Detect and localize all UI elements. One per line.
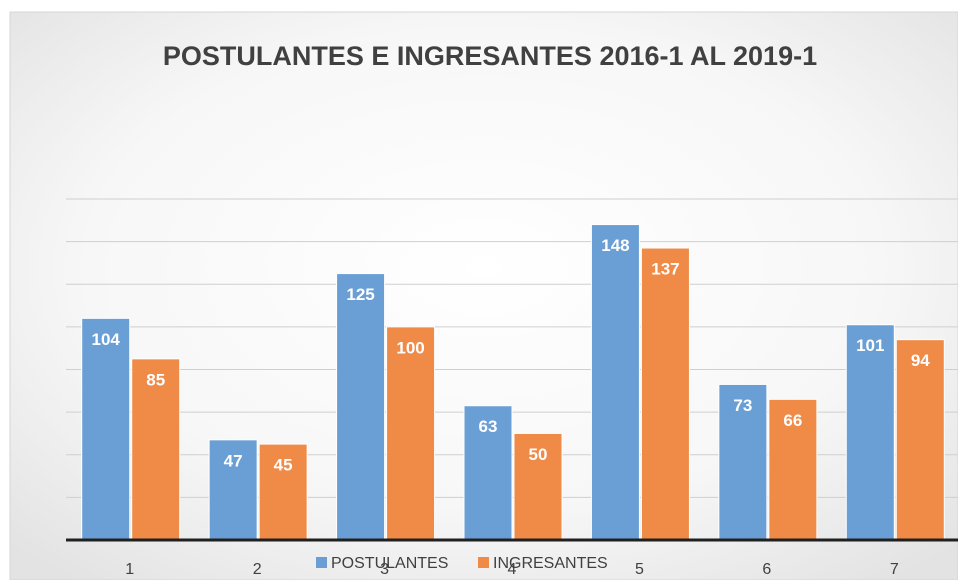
value-label: 73 [733, 396, 752, 415]
bar [386, 326, 436, 541]
x-tick-label: 6 [762, 561, 771, 578]
chart-title: POSTULANTES E INGRESANTES 2016-1 AL 2019… [163, 41, 817, 71]
value-label: 85 [146, 370, 165, 389]
value-label: 101 [856, 336, 884, 355]
legend-label: INGRESANTES [493, 555, 608, 572]
legend-swatch [316, 557, 327, 568]
value-label: 66 [783, 411, 802, 430]
value-label: 47 [224, 451, 243, 470]
value-label: 148 [601, 236, 629, 255]
legend-swatch [478, 557, 489, 568]
value-label: 45 [274, 456, 293, 475]
bar [463, 405, 513, 541]
bar [718, 383, 768, 541]
legend-label: POSTULANTES [331, 555, 448, 572]
bar [513, 432, 563, 541]
x-tick-label: 5 [635, 561, 644, 578]
x-tick-label: 1 [125, 561, 134, 578]
x-tick-label: 3 [380, 561, 389, 578]
bar [590, 224, 640, 541]
value-label: 94 [911, 351, 930, 370]
value-label: 63 [479, 417, 498, 436]
x-tick-label: 7 [890, 561, 899, 578]
x-tick-label: 4 [508, 561, 517, 578]
value-label: 125 [346, 285, 374, 304]
value-label: 50 [529, 445, 548, 464]
bar [336, 273, 386, 541]
bar [895, 339, 945, 541]
x-tick-label: 2 [253, 561, 262, 578]
value-label: 100 [396, 338, 424, 357]
value-label: 104 [92, 330, 121, 349]
bar [81, 317, 131, 541]
value-label: 137 [651, 260, 679, 279]
bar [640, 247, 690, 541]
bar [845, 324, 895, 541]
